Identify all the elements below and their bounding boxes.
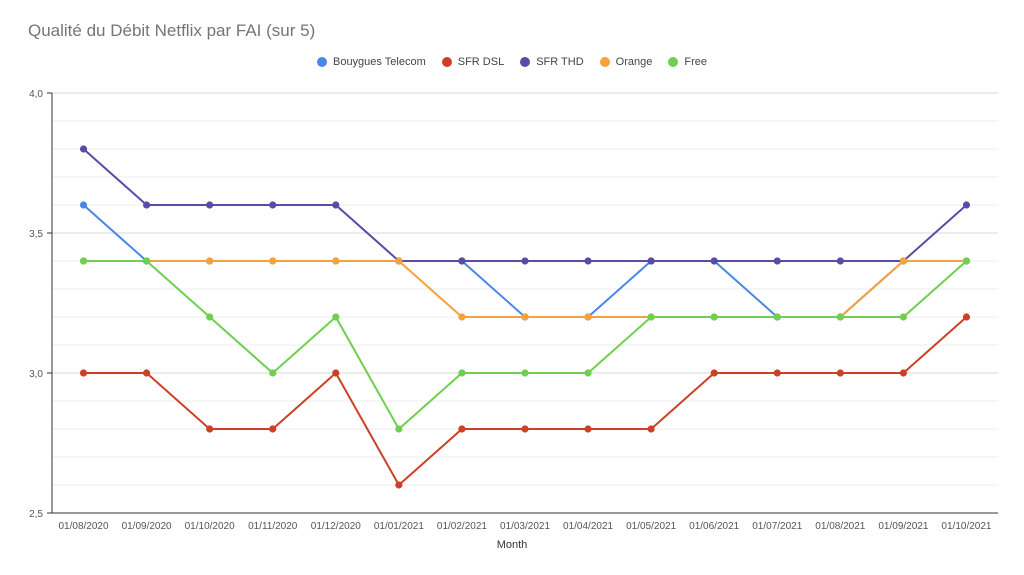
data-point-4-0 [79,257,88,265]
data-point-1-5 [395,481,403,489]
chart-title: Qualité du Débit Netflix par FAI (sur 5) [28,21,316,40]
legend-item-3[interactable]: Orange [599,56,653,68]
x-tick-label: 01/09/2020 [122,521,172,532]
data-point-2-9 [647,257,655,265]
data-point-2-7 [521,257,529,265]
legend-item-4[interactable]: Free [668,56,707,68]
x-tick-label: 01/05/2021 [626,521,676,532]
data-point-4-5 [395,425,403,433]
data-point-0-0 [79,201,88,209]
data-point-1-8 [584,425,592,433]
data-point-3-8 [584,313,592,321]
data-point-2-6 [458,257,466,265]
data-point-2-10 [710,257,718,265]
legend-label: Free [684,56,707,68]
data-point-4-10 [710,313,718,321]
legend-label: SFR DSL [457,56,505,68]
data-point-4-1 [143,257,151,265]
x-tick-label: 01/09/2021 [878,521,928,532]
data-point-1-6 [458,425,466,433]
data-point-1-7 [521,425,529,433]
data-point-2-0 [79,145,88,153]
data-point-4-8 [584,369,592,377]
data-point-2-8 [584,257,592,265]
x-tick-label: 01/10/2021 [941,521,991,532]
data-point-3-13 [899,257,908,265]
data-point-4-11 [773,313,781,321]
data-point-1-10 [710,369,718,377]
data-point-1-4 [332,369,340,377]
data-point-2-12 [836,257,844,265]
data-point-1-3 [269,425,277,433]
y-tick-label: 3,5 [29,229,43,240]
x-tick-label: 01/02/2021 [437,521,487,532]
data-point-2-11 [773,257,781,265]
data-point-4-3 [269,369,277,377]
data-point-4-2 [206,313,214,321]
data-point-2-2 [206,201,214,209]
legend-swatch [520,57,531,67]
data-point-1-1 [143,369,151,377]
data-point-2-3 [269,201,277,209]
data-point-4-14 [962,257,971,265]
data-point-4-7 [521,369,529,377]
x-tick-label: 01/08/2020 [59,521,109,532]
data-point-1-12 [836,369,844,377]
x-tick-label: 01/10/2020 [185,521,235,532]
data-point-1-2 [206,425,214,433]
legend-swatch [668,57,679,67]
data-point-3-3 [269,257,277,265]
data-point-4-12 [836,313,844,321]
data-point-2-14 [962,201,971,209]
x-tick-label: 01/11/2020 [248,521,298,532]
data-point-4-4 [332,313,340,321]
data-point-1-13 [899,369,908,377]
x-axis-title: Month [496,539,528,551]
legend-swatch [441,57,452,67]
legend-swatch [316,57,327,67]
data-point-1-0 [79,369,88,377]
data-point-2-4 [332,201,340,209]
y-tick-label: 3,0 [29,369,43,380]
data-point-2-1 [143,201,151,209]
data-point-3-7 [521,313,529,321]
data-point-3-6 [458,313,466,321]
legend-label: SFR THD [536,56,584,68]
legend-label: Orange [615,56,653,68]
data-point-4-13 [899,313,908,321]
y-tick-label: 4,0 [29,89,43,100]
legend-item-0[interactable]: Bouygues Telecom [316,56,426,68]
legend: Bouygues Telecom SFR DSL SFR THD Orange Free [0,56,1024,68]
x-tick-label: 01/06/2021 [689,521,739,532]
legend-item-2[interactable]: SFR THD [520,56,584,68]
x-tick-label: 01/03/2021 [500,521,550,532]
data-point-1-11 [773,369,781,377]
legend-label: Bouygues Telecom [332,56,426,68]
x-tick-label: 01/01/2021 [374,521,424,532]
data-point-4-9 [647,313,655,321]
y-tick-label: 2,5 [29,509,43,520]
data-point-1-9 [647,425,655,433]
x-tick-label: 01/04/2021 [563,521,613,532]
legend-swatch [599,57,610,67]
x-tick-label: 01/08/2021 [815,521,865,532]
x-tick-label: 01/12/2020 [311,521,361,532]
data-point-3-4 [332,257,340,265]
data-point-3-5 [395,257,403,265]
data-point-1-14 [962,313,971,321]
x-tick-label: 01/07/2021 [752,521,802,532]
legend-item-1[interactable]: SFR DSL [441,56,505,68]
data-point-4-6 [458,369,466,377]
data-point-3-2 [206,257,214,265]
